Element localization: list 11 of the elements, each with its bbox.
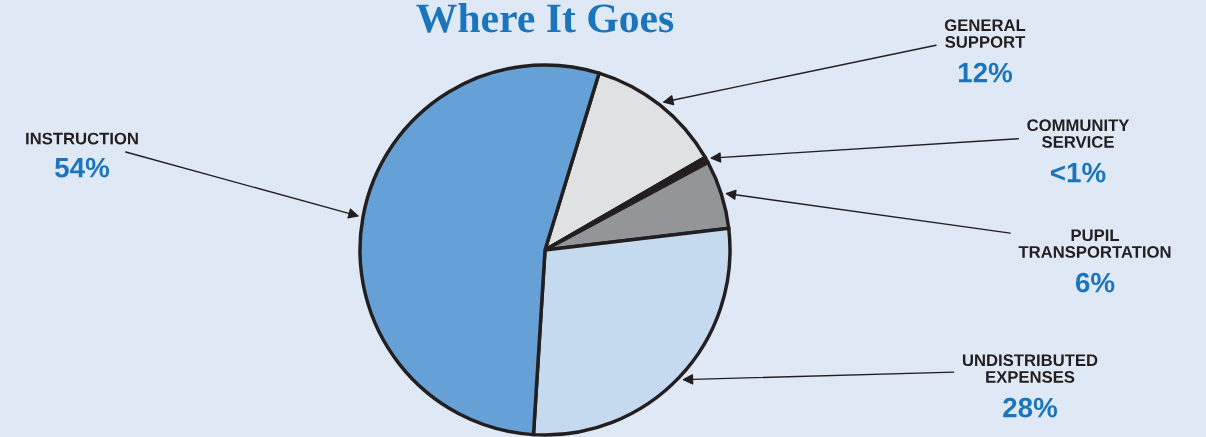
slice-label: GENERAL SUPPORT (944, 19, 1026, 48)
chart-title: Where It Goes (416, 3, 674, 33)
data-label: 28% (1003, 397, 1058, 418)
data-label: 6% (1075, 272, 1115, 293)
slice-label: COMMUNITY SERVICE (1027, 119, 1130, 148)
slice-label: UNDISTRIBUTED EXPENSES (962, 354, 1098, 383)
data-label: <1% (1050, 162, 1106, 183)
data-label: 12% (958, 62, 1013, 83)
slice-label: INSTRUCTION (26, 132, 138, 145)
data-label: 54% (55, 157, 110, 178)
slice-label: PUPIL TRANSPORTATION (1018, 229, 1171, 258)
